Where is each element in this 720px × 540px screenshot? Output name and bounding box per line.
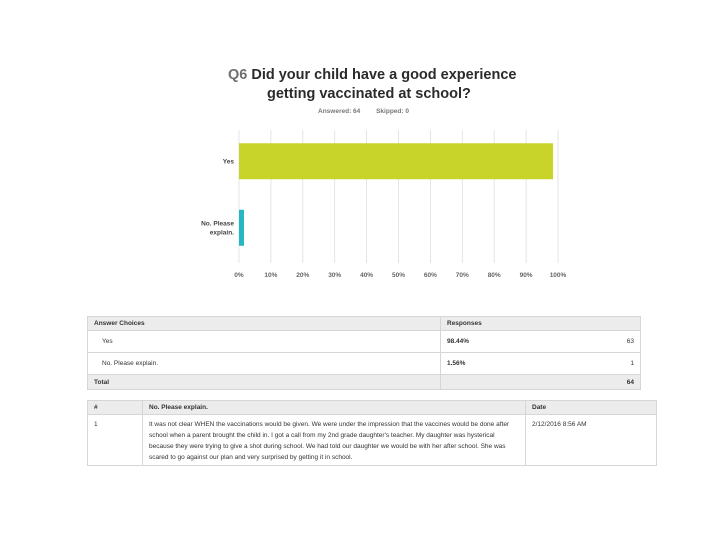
- x-tick-label: 30%: [328, 272, 341, 279]
- question-title-line1: Did your child have a good experience: [251, 67, 517, 83]
- header-explain: No. Please explain.: [142, 400, 526, 415]
- x-tick-label: 0%: [234, 272, 244, 279]
- answer-summary-table: Answer Choices Responses Yes 98.44% 63 N…: [87, 316, 641, 390]
- category-label: explain.: [210, 229, 234, 236]
- table-row: 1 It was not clear WHEN the vaccinations…: [87, 414, 657, 466]
- total-label: Total: [87, 374, 441, 390]
- x-tick-label: 20%: [296, 272, 309, 279]
- x-tick-label: 100%: [550, 272, 567, 279]
- total-count: 64: [567, 374, 641, 390]
- total-row: Total 64: [87, 374, 641, 390]
- question-title-line2: getting vaccinated at school?: [267, 86, 471, 102]
- response-meta: Answered: 64 Skipped: 0: [318, 108, 423, 115]
- response-count: 63: [567, 330, 641, 353]
- comment-text: It was not clear WHEN the vaccinations w…: [142, 414, 526, 466]
- comment-date: 2/12/2016 8:56 AM: [525, 414, 657, 466]
- table-row: No. Please explain. 1.56% 1: [87, 352, 641, 375]
- x-tick-label: 70%: [456, 272, 469, 279]
- header-responses: Responses: [440, 316, 641, 331]
- bar: [239, 209, 244, 246]
- header-number: #: [87, 400, 143, 415]
- header-answer-choices: Answer Choices: [87, 316, 441, 331]
- category-label: No. Please: [201, 220, 234, 227]
- answered-count: Answered: 64: [318, 108, 361, 115]
- skipped-count: Skipped: 0: [376, 108, 409, 115]
- choice-label: No. Please explain.: [87, 352, 441, 375]
- x-tick-label: 90%: [520, 272, 533, 279]
- question-title: Q6 Did your child have a good experience …: [228, 66, 528, 104]
- bar-chart: 0% 10% 20% 30% 40% 50% 60% 70% 80% 90% 100% Yes No. …: [201, 130, 567, 279]
- header-date: Date: [525, 400, 657, 415]
- choice-label: Yes: [87, 330, 441, 353]
- question-number: Q6: [228, 67, 248, 83]
- response-percent: 98.44%: [439, 330, 568, 353]
- x-tick-label: 60%: [424, 272, 437, 279]
- response-percent: 1.56%: [439, 352, 568, 375]
- table-row: Yes 98.44% 63: [87, 330, 641, 353]
- x-tick-label: 50%: [392, 272, 405, 279]
- x-tick-label: 40%: [360, 272, 373, 279]
- response-count: 1: [567, 352, 641, 375]
- x-tick-label: 80%: [488, 272, 501, 279]
- comments-table: # No. Please explain. Date 1 It was not …: [87, 400, 657, 466]
- bar: [239, 143, 554, 180]
- category-label: Yes: [223, 158, 235, 165]
- comment-number: 1: [87, 414, 143, 466]
- x-tick-label: 10%: [264, 272, 277, 279]
